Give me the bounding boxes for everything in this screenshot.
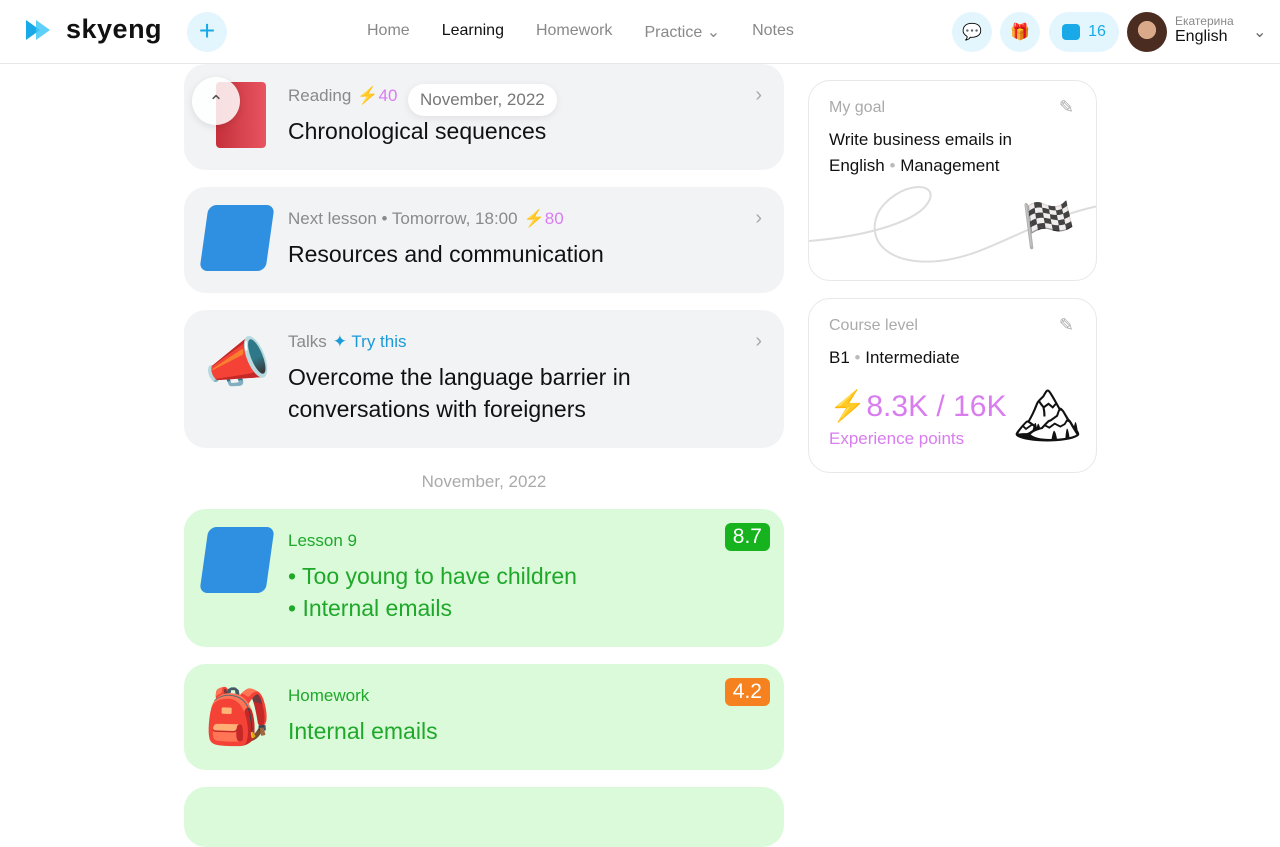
card-next-lesson[interactable]: Next lesson • Tomorrow, 18:00 ⚡80 Resourc… (184, 187, 784, 293)
xp-badge: ⚡80 (523, 209, 564, 228)
nav-notes[interactable]: Notes (752, 22, 794, 39)
chevron-down-icon: ⌄ (706, 24, 721, 41)
card-title-line: • Internal emails (288, 595, 453, 621)
xp-badge: ⚡40 (357, 86, 398, 105)
goal-text: Write business emails in English • Manag… (829, 130, 1012, 175)
nav-homework[interactable]: Homework (535, 22, 613, 39)
flag-icon: 🏁 (1021, 201, 1076, 250)
wallet-button[interactable]: 16 (1049, 12, 1119, 52)
user-menu[interactable]: Екатерина English (1175, 14, 1234, 46)
chat-button[interactable]: 💬 (952, 12, 992, 52)
floating-date: November, 2022 (408, 84, 557, 116)
user-course: English (1175, 28, 1228, 45)
laptop-icon (199, 527, 275, 593)
xp-label: Experience points (829, 429, 965, 448)
chevron-right-icon: › (755, 207, 762, 229)
gift-button[interactable]: 🎁 (1000, 12, 1040, 52)
goal-label: My goal (829, 99, 886, 116)
card-next[interactable] (184, 787, 784, 847)
card-meta: Reading ⚡40 (288, 86, 397, 106)
goal-tag: Management (900, 156, 1000, 175)
card-type: Reading (288, 86, 352, 105)
gift-icon: 🎁 (1010, 24, 1030, 41)
wallet-icon (1062, 24, 1081, 40)
card-title-line: • Too young to have children (288, 563, 577, 589)
score-badge: 8.7 (724, 523, 770, 551)
nav-learning[interactable]: Learning (441, 22, 504, 39)
scroll-up-button[interactable]: ⌃ (192, 77, 240, 125)
header: skyeng + Home Learning Homework Practice… (0, 0, 1280, 64)
edit-icon[interactable]: ✎ (1058, 315, 1074, 335)
card-type: Talks (288, 332, 327, 351)
chevron-right-icon: › (755, 330, 762, 352)
nav-practice[interactable]: Practice ⌄ (644, 22, 720, 42)
try-this-tag[interactable]: ✦ Try this (332, 332, 407, 351)
card-talks[interactable]: 📣 Talks ✦ Try this Overcome the language … (184, 310, 784, 448)
user-name: Екатерина (1175, 14, 1234, 28)
logo[interactable]: skyeng (26, 14, 162, 45)
course-level-card[interactable]: Course level ✎ B1 • Intermediate ⚡8.3K /… (808, 298, 1097, 473)
brand-name: skyeng (66, 14, 163, 44)
mountain-icon: 🏔 (1013, 386, 1082, 446)
xp-progress: ⚡8.3K / 16K (829, 390, 1007, 423)
card-title: Internal emails (288, 718, 438, 744)
score-badge: 4.2 (724, 678, 770, 706)
chevron-up-icon: ⌃ (208, 92, 224, 112)
main-nav: Home Learning Homework Practice ⌄ Notes (367, 22, 794, 42)
chevron-right-icon: › (755, 84, 762, 106)
card-type: Lesson 9 (288, 531, 357, 550)
add-button[interactable]: + (187, 12, 227, 52)
section-date: November, 2022 (421, 472, 547, 491)
wallet-count: 16 (1088, 23, 1106, 40)
chevron-down-icon[interactable]: ⌄ (1253, 24, 1267, 41)
avatar[interactable] (1127, 12, 1167, 52)
path-decoration (809, 186, 1096, 263)
card-title: Resources and communication (288, 241, 604, 267)
logo-icon (26, 19, 50, 40)
card-type: Next lesson • Tomorrow, 18:00 (288, 209, 518, 228)
nav-practice-label: Practice (644, 24, 703, 41)
card-title: Overcome the language barrier in convers… (288, 364, 631, 422)
level-text: B1 • Intermediate (829, 348, 960, 367)
megaphone-icon: 📣 (204, 333, 272, 393)
card-lesson-9[interactable]: Lesson 9 • Too young to have children • … (184, 509, 784, 647)
backpack-icon: 🎒 (204, 687, 272, 747)
chat-icon: 💬 (962, 24, 982, 41)
card-title: Chronological sequences (288, 118, 547, 144)
laptop-icon (199, 205, 275, 271)
nav-home[interactable]: Home (367, 22, 410, 39)
level-label: Course level (829, 317, 918, 334)
card-reading[interactable]: Reading ⚡40 Chronological sequences › (184, 64, 784, 170)
card-type: Homework (288, 686, 370, 705)
edit-icon[interactable]: ✎ (1058, 97, 1074, 117)
goal-card[interactable]: My goal ✎ Write business emails in Engli… (808, 80, 1097, 281)
card-homework[interactable]: 🎒 Homework Internal emails 4.2 (184, 664, 784, 770)
